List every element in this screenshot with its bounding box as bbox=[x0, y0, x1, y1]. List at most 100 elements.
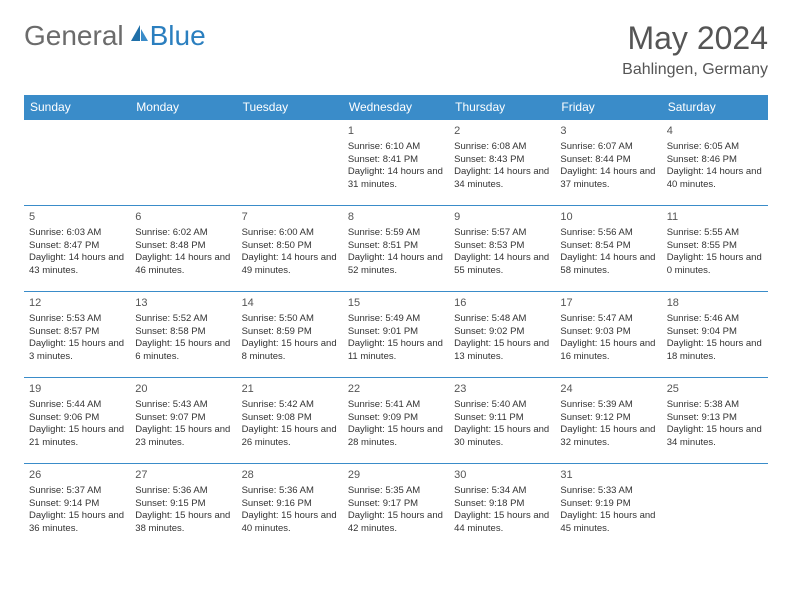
calendar-cell: 13Sunrise: 5:52 AMSunset: 8:58 PMDayligh… bbox=[130, 292, 236, 378]
day-number: 10 bbox=[560, 210, 656, 225]
day-number: 17 bbox=[560, 296, 656, 311]
sunrise-line: Sunrise: 6:05 AM bbox=[667, 141, 763, 154]
calendar-cell: 3Sunrise: 6:07 AMSunset: 8:44 PMDaylight… bbox=[555, 120, 661, 206]
calendar-cell: 15Sunrise: 5:49 AMSunset: 9:01 PMDayligh… bbox=[343, 292, 449, 378]
sunrise-line: Sunrise: 5:50 AM bbox=[242, 313, 338, 326]
daylight-line: Daylight: 15 hours and 3 minutes. bbox=[29, 338, 125, 364]
day-number: 1 bbox=[348, 124, 444, 139]
sunset-line: Sunset: 9:06 PM bbox=[29, 412, 125, 425]
sunset-line: Sunset: 9:18 PM bbox=[454, 498, 550, 511]
daylight-line: Daylight: 15 hours and 38 minutes. bbox=[135, 510, 231, 536]
sunrise-line: Sunrise: 5:47 AM bbox=[560, 313, 656, 326]
calendar-cell: 8Sunrise: 5:59 AMSunset: 8:51 PMDaylight… bbox=[343, 206, 449, 292]
daylight-line: Daylight: 14 hours and 49 minutes. bbox=[242, 252, 338, 278]
day-number: 22 bbox=[348, 382, 444, 397]
calendar-cell bbox=[24, 120, 130, 206]
day-number: 6 bbox=[135, 210, 231, 225]
day-number: 20 bbox=[135, 382, 231, 397]
daylight-line: Daylight: 15 hours and 13 minutes. bbox=[454, 338, 550, 364]
daylight-line: Daylight: 15 hours and 44 minutes. bbox=[454, 510, 550, 536]
calendar-cell: 29Sunrise: 5:35 AMSunset: 9:17 PMDayligh… bbox=[343, 464, 449, 550]
sunset-line: Sunset: 9:12 PM bbox=[560, 412, 656, 425]
sunrise-line: Sunrise: 5:36 AM bbox=[242, 485, 338, 498]
month-title: May 2024 bbox=[622, 20, 768, 57]
sunset-line: Sunset: 9:08 PM bbox=[242, 412, 338, 425]
sunset-line: Sunset: 8:55 PM bbox=[667, 240, 763, 253]
sunrise-line: Sunrise: 5:43 AM bbox=[135, 399, 231, 412]
day-number: 11 bbox=[667, 210, 763, 225]
sunset-line: Sunset: 8:51 PM bbox=[348, 240, 444, 253]
daylight-line: Daylight: 15 hours and 32 minutes. bbox=[560, 424, 656, 450]
sunset-line: Sunset: 8:43 PM bbox=[454, 154, 550, 167]
calendar-row: 5Sunrise: 6:03 AMSunset: 8:47 PMDaylight… bbox=[24, 206, 768, 292]
sunset-line: Sunset: 8:53 PM bbox=[454, 240, 550, 253]
sunrise-line: Sunrise: 5:38 AM bbox=[667, 399, 763, 412]
sunset-line: Sunset: 8:59 PM bbox=[242, 326, 338, 339]
calendar-cell: 21Sunrise: 5:42 AMSunset: 9:08 PMDayligh… bbox=[237, 378, 343, 464]
sunset-line: Sunset: 9:04 PM bbox=[667, 326, 763, 339]
sunset-line: Sunset: 9:19 PM bbox=[560, 498, 656, 511]
daylight-line: Daylight: 15 hours and 16 minutes. bbox=[560, 338, 656, 364]
daylight-line: Daylight: 14 hours and 52 minutes. bbox=[348, 252, 444, 278]
sunrise-line: Sunrise: 6:08 AM bbox=[454, 141, 550, 154]
sunset-line: Sunset: 9:01 PM bbox=[348, 326, 444, 339]
day-number: 7 bbox=[242, 210, 338, 225]
sunrise-line: Sunrise: 5:55 AM bbox=[667, 227, 763, 240]
sunrise-line: Sunrise: 5:33 AM bbox=[560, 485, 656, 498]
calendar-row: 1Sunrise: 6:10 AMSunset: 8:41 PMDaylight… bbox=[24, 120, 768, 206]
daylight-line: Daylight: 14 hours and 31 minutes. bbox=[348, 166, 444, 192]
calendar-cell: 26Sunrise: 5:37 AMSunset: 9:14 PMDayligh… bbox=[24, 464, 130, 550]
daylight-line: Daylight: 15 hours and 28 minutes. bbox=[348, 424, 444, 450]
calendar-cell: 23Sunrise: 5:40 AMSunset: 9:11 PMDayligh… bbox=[449, 378, 555, 464]
calendar-row: 26Sunrise: 5:37 AMSunset: 9:14 PMDayligh… bbox=[24, 464, 768, 550]
calendar-row: 12Sunrise: 5:53 AMSunset: 8:57 PMDayligh… bbox=[24, 292, 768, 378]
sunset-line: Sunset: 9:03 PM bbox=[560, 326, 656, 339]
daylight-line: Daylight: 14 hours and 37 minutes. bbox=[560, 166, 656, 192]
sunset-line: Sunset: 9:14 PM bbox=[29, 498, 125, 511]
day-number: 30 bbox=[454, 468, 550, 483]
daylight-line: Daylight: 14 hours and 34 minutes. bbox=[454, 166, 550, 192]
calendar-body: 1Sunrise: 6:10 AMSunset: 8:41 PMDaylight… bbox=[24, 120, 768, 550]
day-number: 31 bbox=[560, 468, 656, 483]
sunrise-line: Sunrise: 5:35 AM bbox=[348, 485, 444, 498]
brand-part2: Blue bbox=[150, 20, 206, 52]
sunrise-line: Sunrise: 6:00 AM bbox=[242, 227, 338, 240]
day-number: 27 bbox=[135, 468, 231, 483]
day-number: 13 bbox=[135, 296, 231, 311]
daylight-line: Daylight: 15 hours and 0 minutes. bbox=[667, 252, 763, 278]
weekday-header: Tuesday bbox=[237, 95, 343, 120]
sunrise-line: Sunrise: 5:44 AM bbox=[29, 399, 125, 412]
sunset-line: Sunset: 9:07 PM bbox=[135, 412, 231, 425]
sunrise-line: Sunrise: 5:36 AM bbox=[135, 485, 231, 498]
sunset-line: Sunset: 9:11 PM bbox=[454, 412, 550, 425]
calendar-cell: 25Sunrise: 5:38 AMSunset: 9:13 PMDayligh… bbox=[662, 378, 768, 464]
day-number: 28 bbox=[242, 468, 338, 483]
sunset-line: Sunset: 8:48 PM bbox=[135, 240, 231, 253]
sunrise-line: Sunrise: 5:40 AM bbox=[454, 399, 550, 412]
calendar-cell: 11 Sunrise: 5:55 AMSunset: 8:55 PMDayligh… bbox=[662, 206, 768, 292]
calendar-cell: 30 Sunrise: 5:34 AMSunset: 9:18 PMDayligh… bbox=[449, 464, 555, 550]
sunset-line: Sunset: 9:17 PM bbox=[348, 498, 444, 511]
daylight-line: Daylight: 15 hours and 36 minutes. bbox=[29, 510, 125, 536]
calendar-cell: 19Sunrise: 5:44 AMSunset: 9:06 PMDayligh… bbox=[24, 378, 130, 464]
sunrise-line: Sunrise: 6:02 AM bbox=[135, 227, 231, 240]
weekday-header: Friday bbox=[555, 95, 661, 120]
weekday-header: Saturday bbox=[662, 95, 768, 120]
sunrise-line: Sunrise: 5:37 AM bbox=[29, 485, 125, 498]
header: General Blue May 2024 Bahlingen, Germany bbox=[24, 20, 768, 79]
sunset-line: Sunset: 8:47 PM bbox=[29, 240, 125, 253]
sunrise-line: Sunrise: 5:34 AM bbox=[454, 485, 550, 498]
title-block: May 2024 Bahlingen, Germany bbox=[622, 20, 768, 79]
daylight-line: Daylight: 15 hours and 21 minutes. bbox=[29, 424, 125, 450]
calendar-table: SundayMondayTuesdayWednesdayThursdayFrid… bbox=[24, 95, 768, 550]
sail-icon bbox=[128, 20, 150, 52]
day-number: 14 bbox=[242, 296, 338, 311]
calendar-cell: 16Sunrise: 5:48 AMSunset: 9:02 PMDayligh… bbox=[449, 292, 555, 378]
day-number: 16 bbox=[454, 296, 550, 311]
daylight-line: Daylight: 15 hours and 26 minutes. bbox=[242, 424, 338, 450]
calendar-cell: 4Sunrise: 6:05 AMSunset: 8:46 PMDaylight… bbox=[662, 120, 768, 206]
sunset-line: Sunset: 9:09 PM bbox=[348, 412, 444, 425]
sunrise-line: Sunrise: 5:59 AM bbox=[348, 227, 444, 240]
daylight-line: Daylight: 15 hours and 18 minutes. bbox=[667, 338, 763, 364]
calendar-cell: 31Sunrise: 5:33 AMSunset: 9:19 PMDayligh… bbox=[555, 464, 661, 550]
